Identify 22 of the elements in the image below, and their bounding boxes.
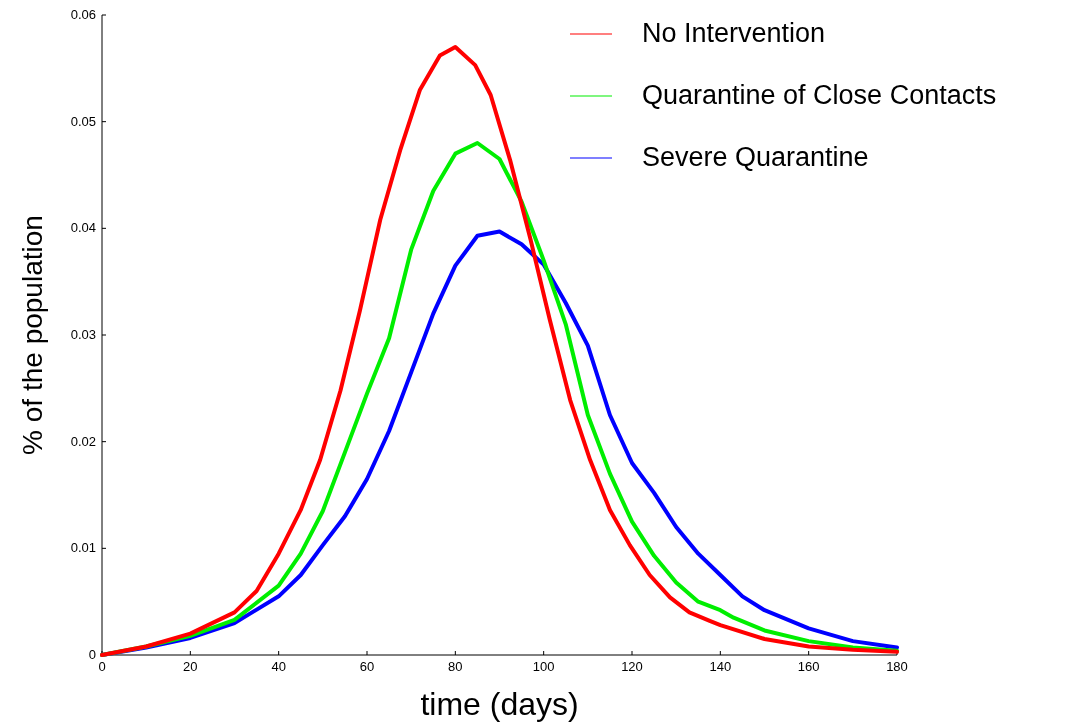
y-tick-label: 0.04 <box>70 220 96 236</box>
x-tick-label: 100 <box>532 659 555 674</box>
x-tick-label: 140 <box>709 659 732 674</box>
x-tick-label: 180 <box>886 659 908 674</box>
legend-label: Severe Quarantine <box>642 142 869 172</box>
y-tick-label: 0 <box>88 647 96 662</box>
y-tick-label: 0.01 <box>70 540 96 556</box>
x-axis-title: time (days) <box>420 686 579 722</box>
legend-label: Quarantine of Close Contacts <box>642 80 997 110</box>
y-tick-label: 0.03 <box>70 327 96 342</box>
x-tick-label: 80 <box>448 659 463 674</box>
legend-label: No Intervention <box>642 18 826 48</box>
y-tick-label: 0.06 <box>70 7 96 22</box>
x-tick-label: 40 <box>271 659 286 674</box>
x-tick-label: 60 <box>359 659 375 674</box>
x-tick-label: 20 <box>183 659 198 674</box>
x-tick-label: 0 <box>98 659 106 674</box>
y-axis-title: % of the population <box>17 215 48 455</box>
x-tick-label: 160 <box>797 659 820 674</box>
x-tick-label: 120 <box>621 659 643 674</box>
y-tick-label: 0.05 <box>70 113 96 129</box>
y-tick-label: 0.02 <box>70 433 96 449</box>
